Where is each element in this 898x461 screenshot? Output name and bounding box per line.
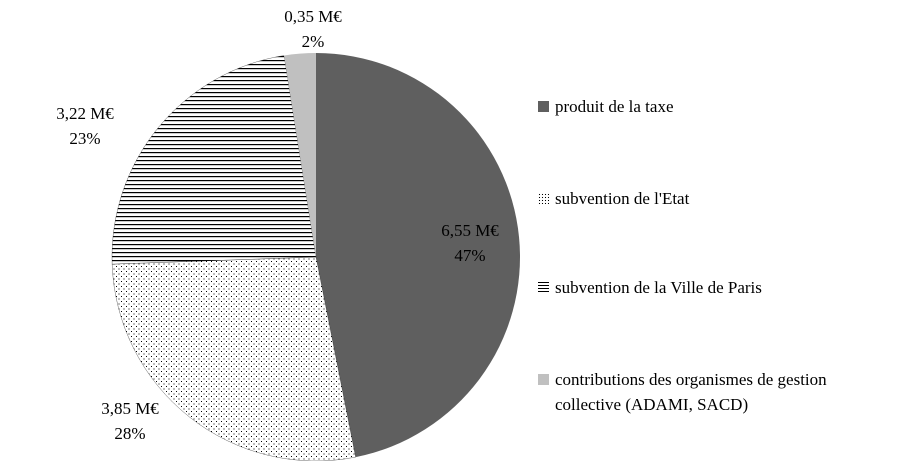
value-label: 0,35 M€ — [284, 7, 342, 26]
legend-label: contributions des organismes de gestion … — [555, 370, 827, 414]
legend-swatch — [538, 101, 549, 112]
legend-item: subvention de la Ville de Paris — [538, 275, 875, 300]
legend-label: subvention de l'Etat — [555, 189, 690, 208]
pie-slice — [284, 53, 316, 257]
value-label: 3,85 M€ — [101, 399, 159, 418]
percent-label: 28% — [114, 424, 145, 443]
legend-swatch — [538, 282, 549, 293]
percent-label: 2% — [302, 32, 325, 51]
legend-label: subvention de la Ville de Paris — [555, 278, 762, 297]
percent-label: 23% — [69, 129, 100, 148]
percent-label: 47% — [454, 246, 485, 265]
pie-slice — [316, 53, 521, 458]
legend-swatch — [538, 193, 549, 204]
value-label: 6,55 M€ — [441, 221, 499, 240]
legend-item: contributions des organismes de gestion … — [538, 367, 875, 417]
pie-slice — [111, 256, 356, 461]
pie-slice — [111, 55, 317, 265]
legend-swatch — [538, 374, 549, 385]
value-label: 3,22 M€ — [56, 104, 114, 123]
legend-item: subvention de l'Etat — [538, 186, 875, 211]
legend-item: produit de la taxe — [538, 94, 875, 119]
legend-label: produit de la taxe — [555, 97, 674, 116]
